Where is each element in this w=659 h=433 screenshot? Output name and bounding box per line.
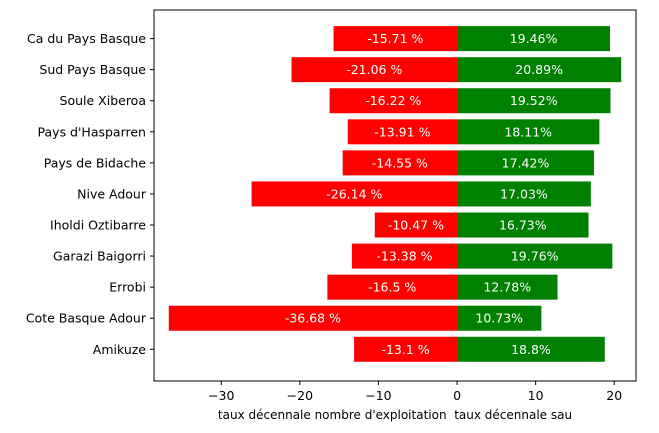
- bar-value-label: 10.73%: [475, 311, 523, 326]
- plot-frame: [153, 9, 637, 382]
- bar-exploitation: [347, 119, 458, 145]
- bar-value-label: -15.71 %: [367, 31, 423, 46]
- y-tick-label: Ca du Pays Basque: [27, 31, 146, 46]
- bar-value-label: -10.47 %: [388, 218, 444, 233]
- y-tick-label: Amikuze: [93, 342, 147, 357]
- bar-sau: [457, 181, 591, 207]
- x-tick-label: −10: [365, 388, 391, 403]
- bar-value-label: 16.73%: [499, 218, 547, 233]
- bar-value-label: 20.89%: [515, 62, 563, 77]
- bar-sau: [457, 243, 613, 269]
- bar-value-label: -16.22 %: [365, 93, 421, 108]
- bar-sau: [457, 274, 558, 300]
- bar-exploitation: [291, 57, 458, 83]
- bar-sau: [457, 26, 610, 52]
- bar-sau: [457, 150, 594, 176]
- x-tick-label: −20: [287, 388, 313, 403]
- bar-value-label: 19.52%: [510, 93, 558, 108]
- y-tick-label: Pays de Bidache: [44, 155, 147, 170]
- y-tick-label: Pays d'Hasparren: [38, 124, 146, 139]
- bar-exploitation: [354, 336, 458, 362]
- bar-value-label: -16.5 %: [368, 280, 416, 295]
- bar-value-label: 17.42%: [502, 155, 550, 170]
- bar-labels-layer: -15.71 % -21.06 % -16.22 % -13.91 % -14.55 %…: [285, 31, 563, 357]
- bar-sau: [457, 57, 622, 83]
- bar-value-label: -14.55 %: [372, 155, 428, 170]
- y-tick-label: Nive Adour: [77, 186, 147, 201]
- x-tick-label: 10: [528, 388, 544, 403]
- bar-exploitation: [168, 305, 458, 331]
- y-tick-label: Iholdi Oztibarre: [50, 218, 146, 233]
- bar-value-label: -13.1 %: [381, 342, 429, 357]
- bar-exploitation: [333, 26, 458, 52]
- bar-exploitation: [329, 88, 458, 114]
- bar-value-label: 12.78%: [483, 280, 531, 295]
- bar-value-label: 19.76%: [511, 249, 559, 264]
- y-tick-label: Sud Pays Basque: [39, 62, 146, 77]
- y-axis: Ca du Pays Basque Sud Pays Basque Soule Xi…: [26, 31, 154, 357]
- x-axis: −30 −20 −10 0 10 20: [208, 381, 622, 403]
- bar-value-label: 17.03%: [500, 186, 548, 201]
- x-tick-label: 0: [453, 388, 461, 403]
- x-axis-label: taux décennale nombre d'exploitation tau…: [218, 408, 572, 422]
- bar-exploitation: [327, 274, 458, 300]
- bar-sau: [457, 88, 611, 114]
- bar-value-label: -13.91 %: [374, 124, 430, 139]
- bar-sau: [457, 305, 542, 331]
- bar-sau: [457, 212, 589, 238]
- y-tick-label: Cote Basque Adour: [26, 311, 147, 326]
- bar-value-label: -13.38 %: [376, 249, 432, 264]
- bar-sau: [457, 336, 605, 362]
- bar-value-label: 18.8%: [511, 342, 551, 357]
- x-tick-label: 20: [606, 388, 622, 403]
- y-tick-label: Errobi: [109, 280, 146, 295]
- bar-value-label: -21.06 %: [346, 62, 402, 77]
- bar-exploitation: [342, 150, 458, 176]
- y-tick-label: Garazi Baigorri: [53, 249, 146, 264]
- y-tick-label: Soule Xiberoa: [60, 93, 146, 108]
- bar-exploitation: [374, 212, 458, 238]
- bar-value-label: -26.14 %: [326, 186, 382, 201]
- bars-layer: [168, 26, 622, 362]
- bar-value-label: 19.46%: [510, 31, 558, 46]
- bar-value-label: -36.68 %: [285, 311, 341, 326]
- bar-value-label: 18.11%: [504, 124, 552, 139]
- x-tick-label: −30: [208, 388, 234, 403]
- bar-exploitation: [251, 181, 458, 207]
- bar-sau: [457, 119, 600, 145]
- bar-exploitation: [351, 243, 458, 269]
